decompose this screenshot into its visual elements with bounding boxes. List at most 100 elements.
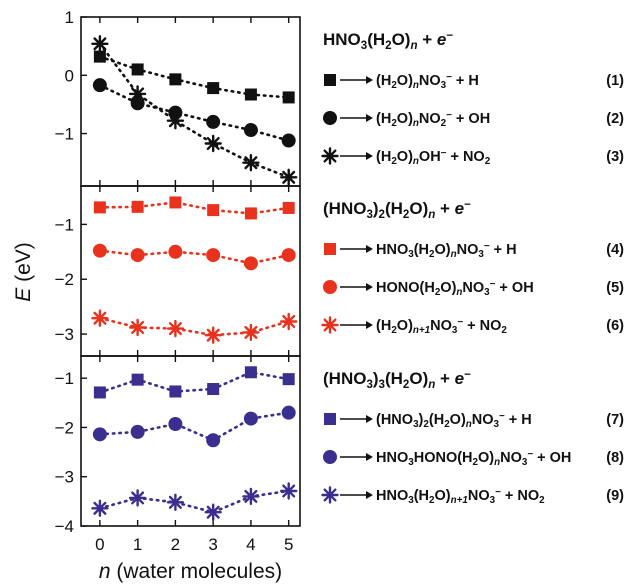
data-point (280, 482, 298, 500)
data-point (131, 63, 144, 76)
data-point (282, 373, 295, 386)
data-point (128, 85, 147, 103)
panel-1: 1 0 −1 (55, 8, 301, 187)
y-tick-label: −2 (55, 418, 74, 437)
data-point (207, 204, 220, 217)
series-line (98, 55, 290, 99)
legend-label: (H2O)nNO2− + OH (376, 110, 490, 130)
y-tick-label: 0 (65, 66, 74, 85)
data-point (243, 123, 258, 138)
legend-label: (HNO3)2(H2O)nNO3− + H (376, 411, 532, 431)
data-point (242, 154, 260, 172)
legend-arrow-head (366, 114, 373, 122)
series-1 (93, 50, 295, 104)
panel-frame (80, 16, 301, 187)
legend-index: (1) (606, 73, 624, 89)
series-9 (91, 482, 298, 521)
data-point (243, 411, 258, 426)
legend-index: (6) (606, 318, 624, 334)
data-point (93, 50, 106, 63)
series-line (98, 370, 290, 394)
legend-marker (324, 413, 336, 425)
data-point (131, 373, 144, 386)
legend-arrow-head (366, 76, 373, 84)
y-tick-label: −3 (55, 468, 74, 487)
data-point (207, 82, 220, 95)
x-tick-label: 5 (284, 535, 293, 554)
data-point (92, 78, 107, 93)
legend-arrow-head (366, 453, 373, 461)
y-tick-label: −1 (55, 125, 74, 144)
series-7 (93, 366, 295, 399)
data-point (92, 427, 107, 442)
legend-index: (2) (606, 111, 624, 127)
data-point (91, 309, 109, 327)
data-point (244, 88, 257, 101)
data-point (206, 433, 221, 448)
legend-marker (323, 111, 337, 125)
data-point (206, 248, 221, 263)
y-tick-label: 1 (65, 8, 74, 27)
data-point (204, 134, 222, 153)
legend-marker (321, 486, 339, 504)
data-point (128, 318, 147, 337)
legend-index: (9) (606, 488, 624, 504)
panel-2: −1 −2 −3 (55, 185, 301, 357)
series-2 (92, 78, 296, 148)
legend-header: HNO3(H2O)n + e− (323, 30, 453, 52)
data-point (169, 385, 182, 398)
series-line (98, 249, 290, 265)
series-line (98, 201, 290, 215)
y-tick-label: −1 (55, 215, 74, 234)
y-tick-label: −2 (55, 270, 74, 289)
data-point (93, 201, 106, 214)
legend-marker (323, 280, 337, 294)
legend-arrow-head (366, 321, 373, 329)
data-point (130, 96, 145, 111)
data-point (204, 326, 222, 344)
legend-label: HNO3(H2O)n+1NO3− + NO2 (376, 487, 545, 507)
x-tick-label: 1 (133, 535, 142, 554)
legend-index: (3) (606, 149, 624, 165)
data-point (243, 256, 258, 271)
data-point (281, 405, 296, 420)
legend-arrow-head (366, 283, 373, 291)
data-point (91, 499, 109, 517)
x-tick-label: 4 (246, 535, 255, 554)
data-point (93, 386, 106, 399)
y-tick-label: −4 (55, 517, 74, 536)
panel-3: −1 −2 −3 −4 (55, 355, 301, 536)
data-point (244, 207, 257, 220)
legend-arrow-head (366, 491, 373, 499)
legend-marker (324, 243, 336, 255)
data-point (242, 487, 260, 506)
series-line (98, 489, 290, 514)
data-point (206, 114, 221, 129)
legend-arrow-head (366, 415, 373, 423)
legend-1: HNO3(H2O)n + e− (H2O)nNO3− + H (1) (H2O)nNO… (321, 30, 624, 168)
legend-label: HNO3(H2O)nNO3− + H (376, 241, 517, 261)
legend-marker (323, 450, 337, 464)
data-point (204, 503, 222, 521)
data-point (281, 248, 296, 263)
y-tick-label: −3 (55, 325, 74, 344)
data-point (92, 243, 107, 258)
legend-index: (4) (606, 242, 624, 258)
legend-marker (321, 316, 339, 334)
data-point (280, 312, 298, 331)
data-point (169, 196, 182, 209)
legend-header: (HNO3)2(H2O)n + e− (323, 199, 471, 221)
legend-arrow-head (366, 152, 373, 160)
legend-label: (H2O)nOH− + NO2 (376, 148, 491, 168)
legend-index: (7) (606, 412, 624, 428)
data-point (282, 201, 295, 214)
x-tick-label: 2 (171, 535, 180, 554)
x-tick-label: 0 (95, 535, 104, 554)
series-5 (92, 243, 296, 271)
legend-marker (321, 147, 339, 165)
data-point (131, 200, 144, 213)
data-point (130, 424, 145, 439)
data-point (169, 73, 182, 86)
data-point (168, 417, 183, 431)
data-point (168, 244, 183, 259)
